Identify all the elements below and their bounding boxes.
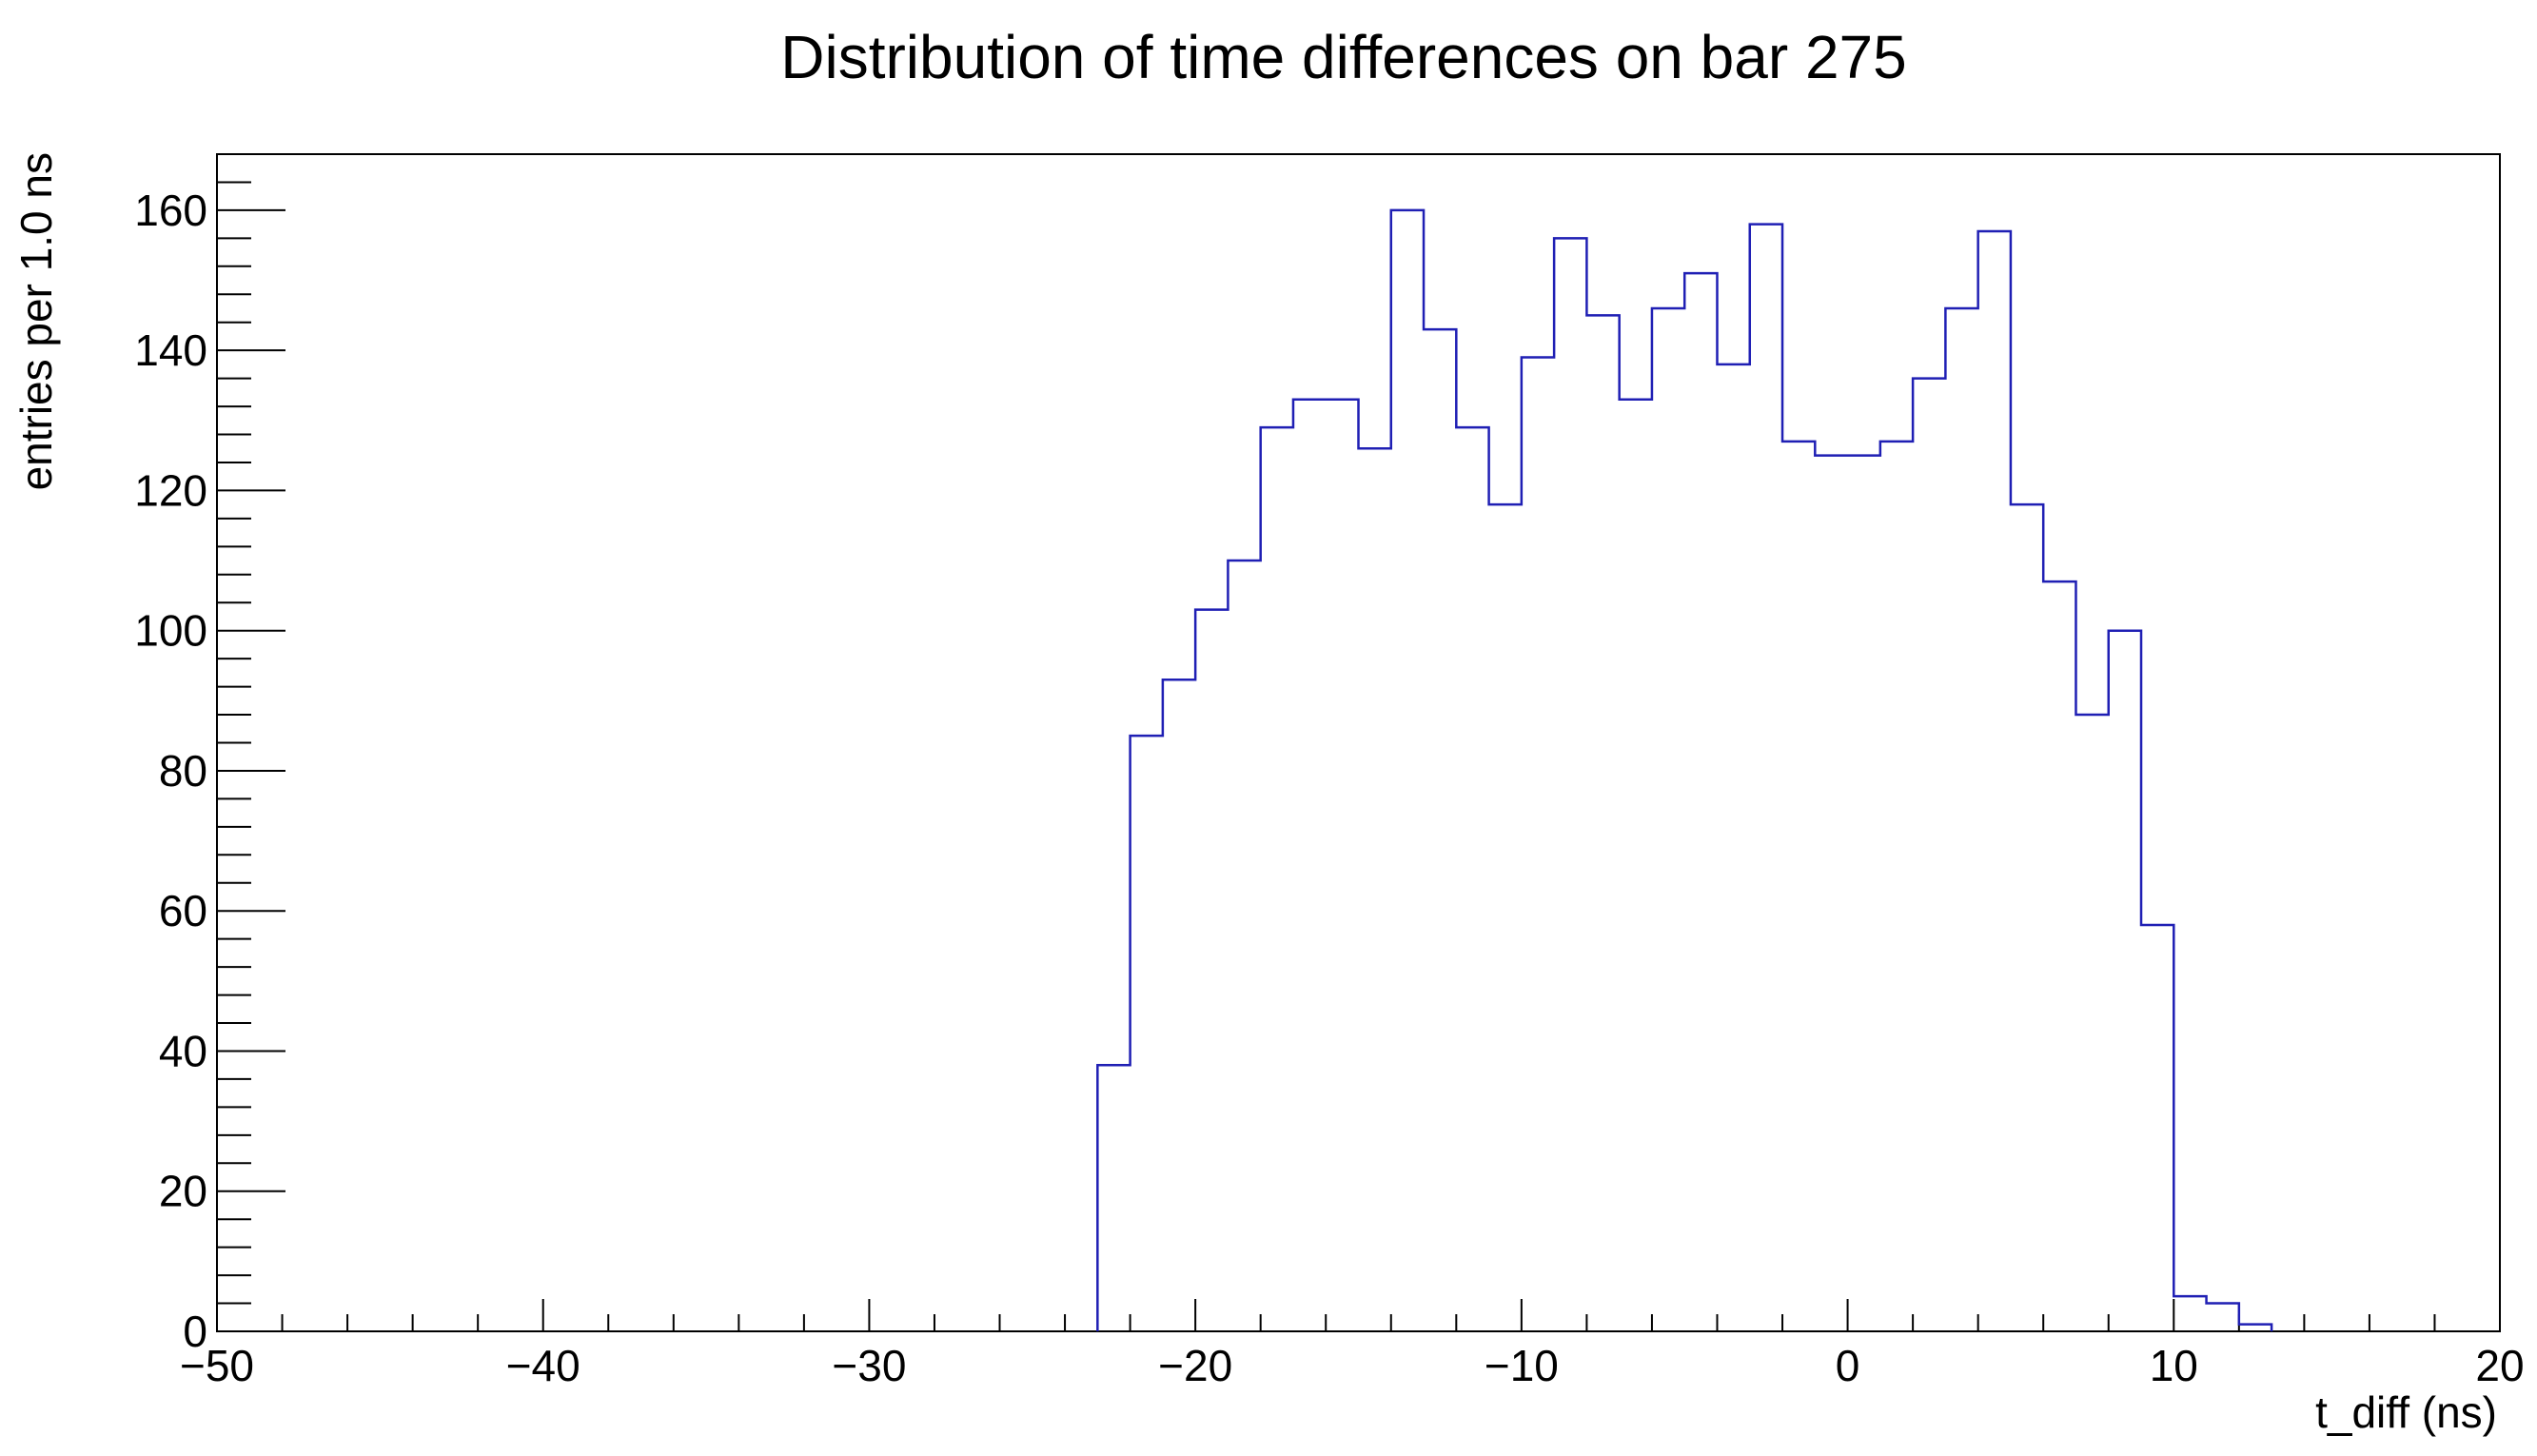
y-axis-label: entries per 1.0 ns	[11, 152, 61, 490]
histogram-outline	[1096, 208, 2273, 1331]
x-tick-label: −20	[1158, 1341, 1232, 1390]
y-tick-label: 20	[159, 1167, 207, 1216]
y-tick-label: 80	[159, 746, 207, 796]
x-tick-label: −10	[1485, 1341, 1559, 1390]
x-tick-label: −50	[180, 1341, 254, 1390]
chart-title: Distribution of time differences on bar …	[780, 23, 1906, 91]
y-tick-label: 100	[134, 606, 207, 656]
x-tick-label: 10	[2150, 1341, 2198, 1390]
x-tick-label: −40	[506, 1341, 580, 1390]
y-tick-label: 160	[134, 186, 207, 235]
x-tick-label: −30	[832, 1341, 906, 1390]
y-tick-label: 0	[183, 1307, 207, 1356]
x-axis-label: t_diff (ns)	[2315, 1387, 2497, 1437]
y-tick-label: 40	[159, 1026, 207, 1075]
x-axis-tick-labels: −50 −40 −30 −20 −10 0 10 20	[180, 1341, 2525, 1390]
x-axis-ticks	[216, 1299, 2501, 1331]
y-axis-tick-labels: 0 20 40 60 80 100 120 140 160	[134, 186, 207, 1356]
y-tick-label: 120	[134, 465, 207, 515]
y-tick-label: 140	[134, 325, 207, 375]
y-tick-label: 60	[159, 886, 207, 935]
x-tick-label: 20	[2475, 1341, 2524, 1390]
x-tick-label: 0	[1836, 1341, 1860, 1390]
y-axis-ticks	[217, 153, 285, 1332]
